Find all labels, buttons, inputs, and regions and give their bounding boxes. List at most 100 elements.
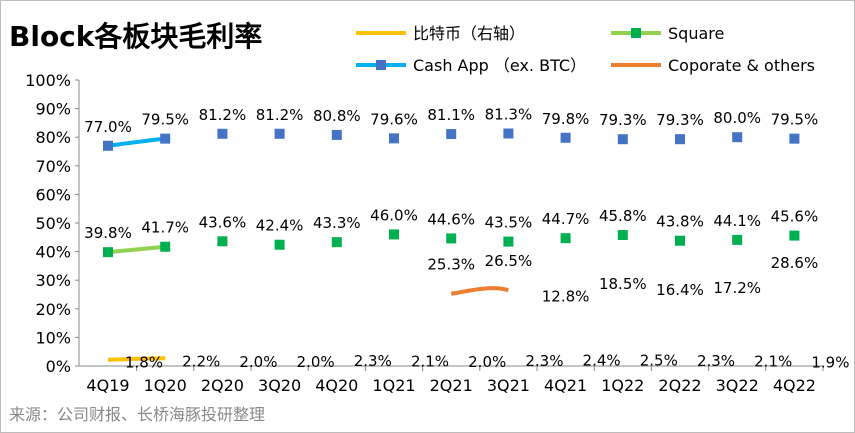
series-line-1 bbox=[107, 244, 166, 255]
data-label: 28.6% bbox=[771, 254, 819, 272]
data-label: 44.6% bbox=[427, 210, 475, 228]
x-tick-label: 4Q22 bbox=[773, 376, 816, 395]
data-point bbox=[789, 230, 800, 241]
series-line-3 bbox=[450, 286, 509, 296]
x-tick-label: 1Q20 bbox=[144, 376, 187, 395]
data-label: 81.1% bbox=[427, 106, 475, 124]
data-label: 2.2% bbox=[182, 352, 220, 370]
data-label: 43.6% bbox=[199, 213, 247, 231]
data-point bbox=[160, 133, 171, 144]
x-tick-label: 3Q20 bbox=[258, 376, 301, 395]
legend-marker bbox=[631, 28, 641, 38]
data-point bbox=[675, 134, 685, 145]
data-label: 41.7% bbox=[141, 219, 189, 237]
data-label: 43.8% bbox=[656, 213, 704, 231]
x-tick-label: 3Q22 bbox=[716, 376, 759, 395]
data-label: 12.8% bbox=[542, 287, 590, 305]
x-tick-label: 2Q21 bbox=[430, 376, 473, 395]
y-tick-label: 70% bbox=[35, 157, 71, 176]
data-label: 79.8% bbox=[542, 110, 590, 128]
data-point bbox=[389, 133, 399, 144]
y-tick-label: 100% bbox=[25, 71, 71, 90]
data-label: 44.7% bbox=[542, 210, 590, 228]
data-label: 45.6% bbox=[771, 208, 819, 226]
data-point bbox=[160, 241, 171, 252]
data-point bbox=[217, 236, 228, 247]
data-point bbox=[331, 129, 342, 140]
data-point bbox=[446, 129, 457, 140]
x-tick-label: 2Q20 bbox=[201, 376, 244, 395]
data-point bbox=[331, 237, 342, 248]
y-tick-label: 50% bbox=[35, 214, 71, 233]
x-tick-label: 4Q20 bbox=[315, 376, 358, 395]
data-label: 81.2% bbox=[199, 106, 247, 124]
data-label: 80.0% bbox=[713, 109, 761, 127]
x-tick-label: 2Q22 bbox=[658, 376, 701, 395]
x-tick-label: 1Q21 bbox=[372, 376, 415, 395]
legend-label: Square bbox=[668, 24, 724, 43]
data-label: 16.4% bbox=[656, 281, 704, 299]
data-point bbox=[675, 235, 685, 246]
data-point bbox=[217, 128, 228, 139]
chart-title: Block各板块毛利率 bbox=[9, 20, 263, 53]
data-point bbox=[389, 229, 399, 240]
data-label: 79.5% bbox=[771, 111, 819, 129]
data-label: 43.3% bbox=[313, 214, 361, 232]
data-point bbox=[446, 233, 457, 244]
data-label: 2.0% bbox=[239, 353, 277, 371]
y-tick-label: 30% bbox=[35, 271, 71, 290]
y-tick-label: 90% bbox=[35, 100, 71, 119]
data-label: 39.8% bbox=[84, 224, 132, 242]
y-tick-label: 10% bbox=[35, 328, 71, 347]
y-tick-label: 20% bbox=[35, 300, 71, 319]
data-label: 2.1% bbox=[411, 353, 449, 371]
data-label: 77.0% bbox=[84, 118, 132, 136]
data-label: 2.5% bbox=[640, 351, 678, 369]
legend-label: 比特币（右轴） bbox=[413, 24, 525, 43]
data-label: 1.8% bbox=[125, 354, 163, 372]
data-point bbox=[103, 140, 113, 151]
x-tick-label: 4Q21 bbox=[544, 376, 587, 395]
data-label: 2.0% bbox=[468, 353, 506, 371]
data-label: 79.3% bbox=[599, 111, 647, 129]
data-point bbox=[617, 134, 628, 145]
legend-label: Coporate & others bbox=[668, 56, 815, 75]
y-tick-label: 0% bbox=[46, 357, 71, 376]
data-label: 18.5% bbox=[599, 275, 647, 293]
data-label: 81.2% bbox=[256, 106, 304, 124]
data-label: 2.1% bbox=[754, 353, 792, 371]
data-point bbox=[617, 230, 628, 241]
data-point bbox=[503, 128, 514, 139]
data-label: 79.3% bbox=[656, 111, 704, 129]
data-label: 44.1% bbox=[713, 212, 761, 230]
legend-marker bbox=[376, 60, 386, 70]
data-point bbox=[732, 234, 743, 245]
data-point bbox=[103, 247, 113, 258]
series-line-2 bbox=[107, 136, 166, 148]
data-label: 26.5% bbox=[485, 252, 533, 270]
y-tick-label: 60% bbox=[35, 185, 71, 204]
legend-label: Cash App （ex. BTC） bbox=[413, 56, 586, 75]
data-label: 2.0% bbox=[297, 353, 335, 371]
data-label: 2.4% bbox=[583, 352, 621, 370]
data-point bbox=[274, 128, 285, 139]
data-point bbox=[274, 239, 285, 250]
data-label: 79.5% bbox=[141, 111, 189, 129]
data-label: 80.8% bbox=[313, 107, 361, 125]
y-tick-label: 80% bbox=[35, 128, 71, 147]
data-point bbox=[789, 133, 800, 144]
x-tick-label: 1Q22 bbox=[601, 376, 644, 395]
series-line-0 bbox=[107, 356, 166, 362]
source-note: 来源：公司财报、长桥海豚投研整理 bbox=[9, 405, 266, 424]
data-point bbox=[560, 132, 571, 143]
data-point bbox=[503, 236, 514, 247]
data-label: 17.2% bbox=[713, 279, 761, 297]
data-label: 46.0% bbox=[370, 206, 418, 224]
data-label: 79.6% bbox=[370, 110, 418, 128]
data-label: 2.3% bbox=[354, 352, 392, 370]
data-label: 43.5% bbox=[485, 214, 533, 232]
data-label: 42.4% bbox=[256, 217, 304, 235]
data-label: 2.3% bbox=[697, 352, 735, 370]
